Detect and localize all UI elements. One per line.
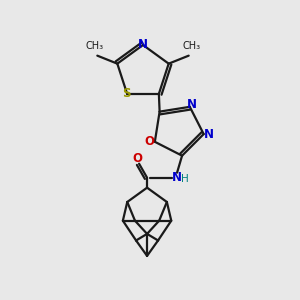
Text: N: N xyxy=(172,171,182,184)
Text: N: N xyxy=(204,128,214,141)
Text: H: H xyxy=(181,174,189,184)
Text: CH₃: CH₃ xyxy=(183,41,201,51)
Text: S: S xyxy=(122,87,130,100)
Text: O: O xyxy=(132,152,142,165)
Text: O: O xyxy=(145,135,155,148)
Text: CH₃: CH₃ xyxy=(85,41,103,51)
Text: N: N xyxy=(187,98,197,111)
Text: N: N xyxy=(138,38,148,50)
